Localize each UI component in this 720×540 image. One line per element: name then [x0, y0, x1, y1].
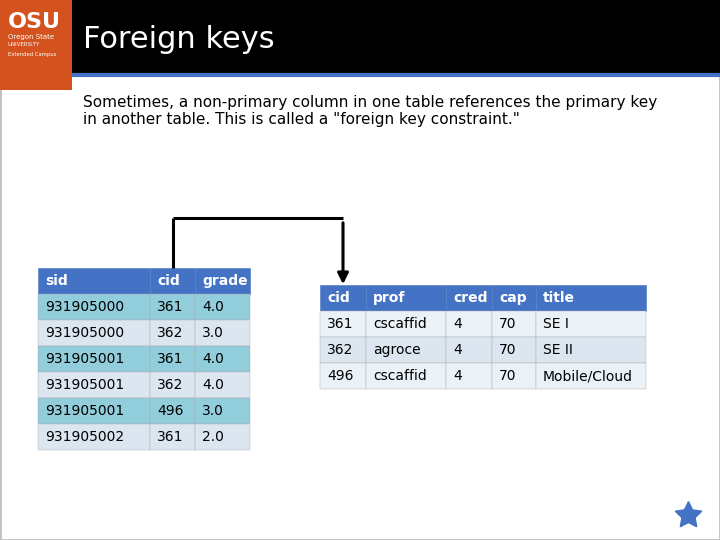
Bar — [38, 294, 150, 320]
Bar — [320, 363, 366, 389]
Bar — [195, 320, 250, 346]
Text: title: title — [543, 291, 575, 305]
Text: 931905000: 931905000 — [45, 300, 124, 314]
Bar — [536, 311, 646, 337]
Text: 931905001: 931905001 — [45, 404, 125, 418]
Text: 70: 70 — [499, 317, 516, 331]
Bar — [366, 363, 446, 389]
Text: Mobile/Cloud: Mobile/Cloud — [543, 369, 633, 383]
Bar — [366, 285, 446, 311]
Text: 70: 70 — [499, 343, 516, 357]
Text: Oregon State: Oregon State — [8, 34, 54, 40]
Text: 362: 362 — [327, 343, 354, 357]
Bar — [150, 268, 195, 294]
Text: 931905001: 931905001 — [45, 352, 125, 366]
Bar — [446, 337, 492, 363]
Bar — [150, 424, 195, 450]
Text: grade: grade — [202, 274, 248, 288]
Bar — [492, 337, 536, 363]
Bar — [320, 337, 366, 363]
Bar — [366, 311, 446, 337]
Bar — [195, 398, 250, 424]
Bar — [446, 285, 492, 311]
Bar — [366, 337, 446, 363]
Text: 361: 361 — [157, 352, 184, 366]
Text: 361: 361 — [157, 300, 184, 314]
Text: OSU: OSU — [8, 12, 61, 32]
Bar — [536, 363, 646, 389]
Bar — [195, 424, 250, 450]
Text: 4: 4 — [453, 343, 462, 357]
Bar — [150, 320, 195, 346]
Text: prof: prof — [373, 291, 405, 305]
Text: 931905001: 931905001 — [45, 378, 125, 392]
Text: 3.0: 3.0 — [202, 326, 224, 340]
Text: 931905002: 931905002 — [45, 430, 124, 444]
Text: SE II: SE II — [543, 343, 573, 357]
Text: agroce: agroce — [373, 343, 420, 357]
Text: 362: 362 — [157, 326, 184, 340]
Text: 70: 70 — [499, 369, 516, 383]
Text: UNIVERSITY: UNIVERSITY — [8, 42, 40, 47]
Bar — [38, 320, 150, 346]
Text: Sometimes, a non-primary column in one table references the primary key: Sometimes, a non-primary column in one t… — [83, 95, 657, 110]
Bar — [195, 268, 250, 294]
Text: 4.0: 4.0 — [202, 378, 224, 392]
Text: Foreign keys: Foreign keys — [83, 25, 274, 55]
Text: 362: 362 — [157, 378, 184, 392]
Bar — [492, 285, 536, 311]
Text: cscaffid: cscaffid — [373, 317, 427, 331]
Bar — [320, 311, 366, 337]
Text: 4.0: 4.0 — [202, 300, 224, 314]
Bar — [38, 424, 150, 450]
Text: 2.0: 2.0 — [202, 430, 224, 444]
Bar — [195, 346, 250, 372]
Text: 931905000: 931905000 — [45, 326, 124, 340]
Text: 496: 496 — [327, 369, 354, 383]
Text: 4: 4 — [453, 369, 462, 383]
Text: cap: cap — [499, 291, 526, 305]
Bar — [446, 311, 492, 337]
Bar — [150, 346, 195, 372]
Bar — [150, 294, 195, 320]
Text: SE I: SE I — [543, 317, 569, 331]
Bar — [536, 337, 646, 363]
Bar — [536, 285, 646, 311]
Bar — [492, 363, 536, 389]
Text: Extended Campus: Extended Campus — [8, 52, 56, 57]
Bar — [320, 285, 366, 311]
Bar — [195, 294, 250, 320]
Text: 361: 361 — [327, 317, 354, 331]
Text: 496: 496 — [157, 404, 184, 418]
Bar — [38, 398, 150, 424]
Text: 3.0: 3.0 — [202, 404, 224, 418]
Bar — [38, 268, 150, 294]
Text: cred: cred — [453, 291, 487, 305]
Text: in another table. This is called a "foreign key constraint.": in another table. This is called a "fore… — [83, 112, 520, 127]
Text: cid: cid — [157, 274, 180, 288]
Text: sid: sid — [45, 274, 68, 288]
Bar — [150, 372, 195, 398]
Bar — [195, 372, 250, 398]
Text: 361: 361 — [157, 430, 184, 444]
Bar — [0, 0, 72, 90]
Bar — [0, 0, 720, 75]
Text: cid: cid — [327, 291, 350, 305]
Bar — [150, 398, 195, 424]
Text: 4: 4 — [453, 317, 462, 331]
Bar — [38, 372, 150, 398]
Bar — [38, 346, 150, 372]
Text: cscaffid: cscaffid — [373, 369, 427, 383]
Bar — [492, 311, 536, 337]
Bar — [446, 363, 492, 389]
Text: 4.0: 4.0 — [202, 352, 224, 366]
